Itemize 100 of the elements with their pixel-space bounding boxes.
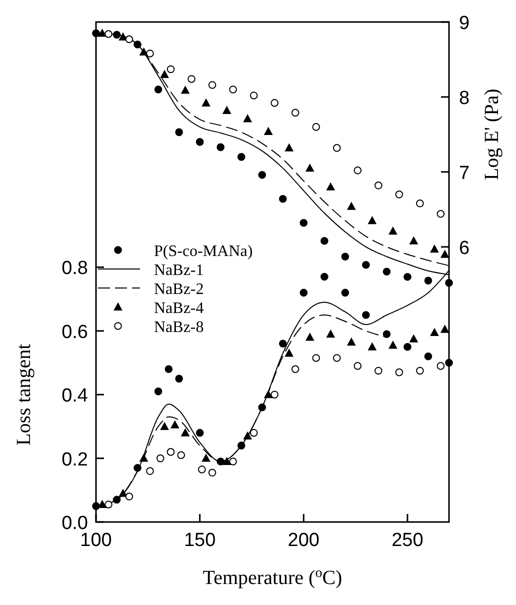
point: [177, 451, 186, 460]
y2-tick-label: 9: [459, 13, 470, 34]
point: [368, 342, 376, 350]
point: [250, 428, 258, 437]
legend-label: NaBz-1: [154, 262, 204, 279]
point: [229, 86, 237, 94]
point: [222, 457, 231, 465]
point: [404, 342, 412, 351]
point: [382, 330, 391, 338]
point: [430, 245, 439, 253]
point: [382, 268, 391, 276]
y-tick-label: 0.4: [62, 386, 88, 407]
point: [341, 252, 350, 261]
point: [332, 354, 341, 362]
point: [243, 432, 252, 440]
point: [208, 468, 216, 477]
point: [332, 144, 341, 152]
point: [362, 260, 370, 269]
point: [388, 341, 398, 349]
x-axis-title: Temperature ($^{o}$C): [202, 566, 342, 589]
point: [436, 362, 445, 370]
point: [104, 30, 112, 38]
point: [291, 365, 300, 374]
point: [395, 368, 404, 376]
point: [198, 466, 206, 474]
y2-axis-title: Log E' (Pa): [481, 88, 503, 180]
y-axis-title: Loss tangent: [13, 343, 35, 446]
point: [347, 202, 356, 210]
point: [166, 448, 175, 456]
point: [202, 454, 210, 462]
y-tick-label: 0.6: [62, 322, 88, 343]
point: [258, 171, 266, 179]
point: [285, 349, 294, 357]
point: [196, 428, 204, 437]
point: [312, 354, 320, 362]
point: [416, 200, 424, 208]
x-tick-label: 250: [392, 530, 424, 551]
y2-tick-label: 6: [459, 238, 470, 259]
point: [440, 325, 449, 333]
point: [312, 123, 320, 131]
point: [229, 458, 237, 466]
legend-label: P(S-co-MANa): [154, 243, 253, 260]
point: [181, 428, 190, 436]
x-tick-label: 200: [288, 530, 320, 551]
point: [440, 250, 449, 258]
point: [140, 454, 148, 462]
point: [300, 219, 308, 227]
point: [326, 182, 335, 190]
point: [362, 311, 370, 319]
point: [291, 108, 300, 117]
point: [125, 35, 134, 44]
legend-label: NaBz-8: [154, 319, 204, 336]
y-tick-label: 0.2: [62, 449, 88, 470]
point: [98, 500, 106, 508]
y2-tick-label: 7: [459, 162, 470, 184]
point: [320, 236, 328, 245]
point: [154, 388, 162, 396]
point: [208, 81, 216, 89]
point: [410, 236, 418, 244]
point: [347, 338, 356, 346]
point: [270, 390, 278, 399]
y-tick-label: 0.8: [62, 258, 88, 280]
point: [175, 374, 183, 383]
point: [278, 195, 287, 203]
point: [222, 106, 231, 114]
point: [154, 86, 162, 94]
point: [160, 70, 169, 78]
point: [404, 272, 412, 281]
point: [166, 65, 175, 74]
point: [368, 216, 376, 224]
point: [436, 210, 445, 218]
point: [156, 454, 164, 462]
point: [410, 334, 418, 342]
point: [104, 500, 112, 508]
point: [175, 128, 183, 136]
point: [326, 330, 335, 338]
point: [196, 138, 204, 146]
point: [341, 288, 350, 297]
point: [354, 362, 362, 370]
point: [354, 166, 362, 174]
point: [181, 86, 190, 94]
point: [388, 227, 398, 235]
point: [160, 422, 169, 430]
point: [146, 467, 154, 475]
legend-label: NaBz-2: [154, 281, 204, 298]
point: [306, 164, 314, 172]
point: [170, 420, 180, 428]
point: [250, 92, 258, 100]
point: [270, 99, 278, 107]
point: [264, 390, 272, 398]
point: [202, 98, 210, 106]
point: [430, 328, 439, 336]
point: [264, 127, 272, 135]
point: [306, 333, 314, 341]
point: [300, 288, 308, 297]
point: [285, 144, 294, 152]
point: [416, 366, 424, 375]
point: [216, 143, 224, 152]
point: [395, 190, 404, 198]
point: [237, 153, 246, 161]
